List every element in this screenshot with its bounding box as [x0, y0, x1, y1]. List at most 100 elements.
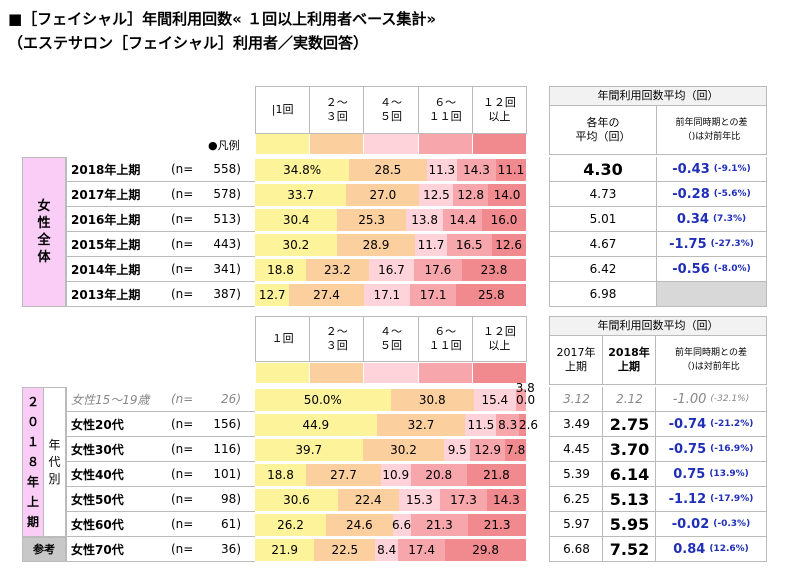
bottom-data-label: 6.6	[392, 518, 412, 532]
top-data-label: 12.8	[457, 188, 485, 202]
bottom-bar-segment	[255, 514, 326, 536]
top-legend-swatch	[364, 134, 418, 154]
top-data-label: 14.3	[463, 163, 490, 177]
bottom-avg-2018: 5.13	[602, 487, 656, 512]
row-name: 2018年上期	[71, 162, 141, 177]
bottom-data-label: 15.4	[481, 393, 509, 407]
diff-number: -0.28	[672, 186, 710, 202]
bottom-diff-value: -1.12 (-17.9%)	[655, 487, 767, 512]
top-data-label: 30.4	[282, 213, 310, 227]
bottom-col-2017-header: 2017年 上期	[549, 335, 603, 385]
bottom-bar-segment	[518, 414, 526, 436]
row-name: 女性20代	[71, 417, 124, 432]
diff-number: -1.00	[672, 391, 707, 407]
top-data-label: 27.0	[369, 188, 397, 202]
row-n-value: 578)	[213, 187, 241, 201]
top-bar-segment	[426, 159, 458, 181]
top-data-label: 13.8	[411, 213, 438, 227]
side-label-char: 女	[37, 199, 51, 214]
top-diff-value	[656, 282, 767, 307]
bottom-bar-segment	[515, 389, 526, 411]
row-n-label: (n=	[171, 212, 194, 226]
top-data-label: 17.6	[424, 263, 452, 277]
bottom-bar-segment	[314, 539, 376, 561]
top-legend-swatch	[310, 134, 364, 154]
top-data-label: 14.4	[449, 213, 477, 227]
bottom-diff-value: -0.02 (-0.3%)	[655, 512, 767, 537]
bottom-avg-title: 年間利用回数平均（回）	[549, 316, 767, 336]
top-bar-segment	[491, 234, 526, 256]
top-data-label: 16.5	[455, 238, 483, 252]
bottom-bar-segment	[392, 514, 411, 536]
row-n-value: 36)	[221, 542, 241, 556]
diff-number: -0.74	[668, 416, 707, 432]
bottom-diff-value: 0.75 (13.9%)	[655, 462, 767, 487]
bottom-row-label: 女性60代 (n= 61)	[66, 512, 255, 537]
diff-percent: (-5.6%)	[713, 189, 751, 199]
bottom-row-label: 女性15～19歳 (n= 26)	[66, 387, 255, 412]
row-n-label: (n=	[171, 287, 194, 301]
side-label-char: 性	[37, 216, 51, 231]
top-data-label: 12.7	[258, 288, 286, 302]
row-n-value: 558)	[213, 162, 241, 176]
diff-percent: (-32.1%)	[710, 394, 750, 404]
bottom-avg-2017: 6.25	[549, 487, 603, 512]
top-side-label: 女性全体	[22, 157, 66, 307]
bottom-bar-segment	[445, 539, 526, 561]
top-avg-title: 年間利用回数平均（回）	[549, 86, 767, 106]
top-data-label: 16.7	[378, 263, 405, 277]
top-data-label: 34.8%	[283, 163, 322, 177]
bottom-data-label: 30.2	[390, 443, 417, 457]
top-bar-segment	[255, 234, 337, 256]
bottom-data-label: 30.8	[418, 393, 446, 407]
row-name: 女性50代	[71, 492, 124, 507]
bottom-data-label: 21.9	[271, 543, 299, 557]
diff-number: -0.56	[672, 261, 710, 277]
top-bar-segment	[368, 259, 415, 281]
bottom-data-label: 21.3	[483, 518, 511, 532]
side-label-char: 上	[26, 495, 39, 509]
diff-percent: (-21.2%)	[710, 419, 754, 429]
row-n-value: 513)	[213, 212, 241, 226]
diff-number: -0.43	[672, 161, 710, 177]
bottom-bar-segment	[470, 439, 506, 461]
bottom-data-label: 11.5	[467, 418, 495, 432]
top-legend-swatch	[418, 134, 472, 154]
top-bar-segment	[255, 184, 347, 206]
top-category-header: ４～ ５回	[363, 86, 419, 134]
row-n-value: 341)	[213, 262, 241, 276]
bottom-data-label: 10.9	[382, 468, 410, 482]
bottom-bar-segment	[398, 489, 441, 511]
diff-percent: (-16.9%)	[710, 444, 754, 454]
side-label-char: 体	[37, 250, 51, 265]
top-category-header: ２～ ３回	[309, 86, 365, 134]
bottom-row-label: 女性70代 (n= 36)	[66, 537, 255, 562]
bottom-data-label: 27.7	[330, 468, 357, 482]
top-category-header: ６～ １１回	[417, 86, 473, 134]
diff-percent: (13.9%)	[709, 469, 749, 479]
diff-number: -0.75	[668, 441, 707, 457]
bottom-bar-segment	[305, 464, 381, 486]
bottom-data-label: 44.9	[302, 418, 330, 432]
bottom-data-label: 32.7	[407, 418, 435, 432]
bottom-data-label: 17.4	[408, 543, 435, 557]
bottom-data-label: 0.0	[516, 393, 536, 407]
row-name: 2015年上期	[71, 237, 141, 252]
diff-percent: (7.3%)	[712, 214, 747, 224]
top-legend-swatch	[472, 134, 526, 154]
bottom-data-label: 14.3	[492, 493, 520, 507]
bottom-bar-segment	[496, 414, 519, 436]
legend-label: ●凡例	[208, 139, 240, 152]
bottom-bar-segment	[398, 539, 446, 561]
top-category-header: |1回	[255, 86, 311, 134]
row-name: 2014年上期	[71, 262, 141, 277]
bottom-data-label: 21.3	[426, 518, 453, 532]
top-avg-col1-header: 各年の 平均（回）	[549, 105, 657, 155]
bottom-data-label: 9.5	[447, 443, 467, 457]
side-label-char: ０	[26, 415, 39, 429]
bottom-avg-2017: 3.49	[549, 412, 603, 437]
diff-percent: (-0.3%)	[713, 519, 751, 529]
bottom-data-label: 2.6	[518, 418, 539, 432]
bottom-avg-2018: 7.52	[602, 537, 656, 562]
row-n-label: (n=	[171, 517, 194, 531]
